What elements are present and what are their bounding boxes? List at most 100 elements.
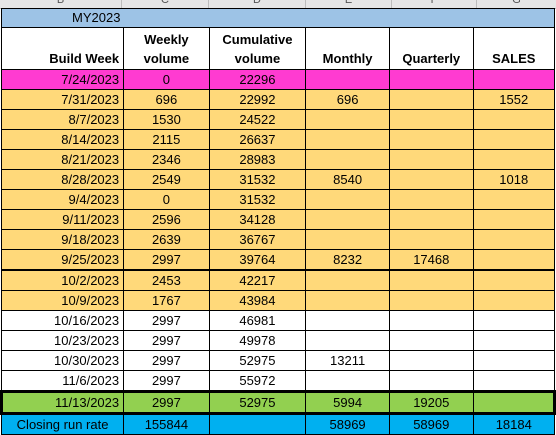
monthly-cell[interactable]: [305, 370, 390, 392]
week-cell[interactable]: 10/30/2023: [0, 350, 125, 371]
cumulative-volume-cell[interactable]: 52975: [208, 350, 307, 371]
closing-monthly-cell[interactable]: 58969: [305, 413, 390, 435]
weekly-volume-cell[interactable]: 2997: [123, 370, 210, 392]
monthly-cell[interactable]: 13211: [305, 350, 390, 371]
sales-cell[interactable]: [472, 330, 556, 351]
monthly-cell[interactable]: 8540: [305, 169, 390, 190]
column-header-f[interactable]: F: [392, 0, 477, 8]
header-cumulative-volume[interactable]: Cumulative volume: [208, 27, 307, 70]
sales-cell[interactable]: [472, 189, 556, 210]
monthly-cell[interactable]: [305, 149, 390, 170]
quarterly-cell[interactable]: [389, 189, 474, 210]
cumulative-volume-cell[interactable]: 28983: [208, 149, 307, 170]
monthly-cell[interactable]: [305, 310, 390, 331]
quarterly-cell[interactable]: 19205: [389, 390, 474, 415]
monthly-cell[interactable]: [305, 189, 390, 210]
week-cell[interactable]: 11/6/2023: [0, 370, 125, 392]
header-quarterly[interactable]: Quarterly: [389, 27, 474, 70]
closing-quarterly-cell[interactable]: 58969: [389, 413, 474, 435]
weekly-volume-cell[interactable]: 2997: [123, 249, 210, 271]
quarterly-cell[interactable]: 17468: [389, 249, 474, 271]
quarterly-cell[interactable]: [389, 89, 474, 110]
sales-cell[interactable]: [472, 370, 556, 392]
week-cell[interactable]: 9/18/2023: [0, 229, 125, 250]
quarterly-cell[interactable]: [389, 129, 474, 150]
cumulative-volume-cell[interactable]: 42217: [208, 269, 307, 291]
sales-cell[interactable]: [472, 269, 556, 291]
cumulative-volume-cell[interactable]: 22296: [208, 69, 307, 90]
column-header-c[interactable]: C: [122, 0, 209, 8]
week-cell[interactable]: 11/13/2023: [0, 390, 125, 415]
weekly-volume-cell[interactable]: 2639: [123, 229, 210, 250]
closing-sales-cell[interactable]: 18184: [472, 413, 556, 435]
quarterly-cell[interactable]: [389, 149, 474, 170]
header-weekly-volume[interactable]: Weekly volume: [123, 27, 210, 70]
monthly-cell[interactable]: 696: [305, 89, 390, 110]
cumulative-volume-cell[interactable]: 43984: [208, 290, 307, 311]
column-header-e[interactable]: E: [306, 0, 392, 8]
weekly-volume-cell[interactable]: 2453: [123, 269, 210, 291]
monthly-cell[interactable]: [305, 290, 390, 311]
quarterly-cell[interactable]: [389, 290, 474, 311]
sales-cell[interactable]: [472, 390, 556, 415]
column-header-g[interactable]: G: [477, 0, 556, 8]
quarterly-cell[interactable]: [389, 109, 474, 130]
sheet-title-cell[interactable]: MY2023: [1, 8, 555, 28]
week-cell[interactable]: 10/16/2023: [0, 310, 125, 331]
cumulative-volume-cell[interactable]: 39764: [208, 249, 307, 271]
sales-cell[interactable]: [472, 149, 556, 170]
monthly-cell[interactable]: 5994: [305, 390, 390, 415]
monthly-cell[interactable]: [305, 330, 390, 351]
quarterly-cell[interactable]: [389, 330, 474, 351]
quarterly-cell[interactable]: [389, 370, 474, 392]
closing-label-cell[interactable]: Closing run rate: [0, 413, 125, 435]
weekly-volume-cell[interactable]: 2997: [123, 330, 210, 351]
sales-cell[interactable]: 1552: [472, 89, 556, 110]
weekly-volume-cell[interactable]: 2997: [123, 310, 210, 331]
sales-cell[interactable]: [472, 109, 556, 130]
week-cell[interactable]: 10/2/2023: [0, 269, 125, 291]
weekly-volume-cell[interactable]: 2549: [123, 169, 210, 190]
weekly-volume-cell[interactable]: 2346: [123, 149, 210, 170]
column-header-d[interactable]: D: [209, 0, 306, 8]
sales-cell[interactable]: [472, 209, 556, 230]
weekly-volume-cell[interactable]: 2997: [123, 390, 210, 415]
weekly-volume-cell[interactable]: 696: [123, 89, 210, 110]
cumulative-volume-cell[interactable]: 36767: [208, 229, 307, 250]
cumulative-volume-cell[interactable]: 31532: [208, 169, 307, 190]
cumulative-volume-cell[interactable]: 52975: [208, 390, 307, 415]
sales-cell[interactable]: [472, 290, 556, 311]
cumulative-volume-cell[interactable]: 24522: [208, 109, 307, 130]
quarterly-cell[interactable]: [389, 229, 474, 250]
header-build-week[interactable]: Build Week: [0, 27, 125, 70]
quarterly-cell[interactable]: [389, 310, 474, 331]
column-header-b[interactable]: B: [0, 0, 122, 8]
weekly-volume-cell[interactable]: 0: [123, 189, 210, 210]
monthly-cell[interactable]: [305, 269, 390, 291]
monthly-cell[interactable]: [305, 69, 390, 90]
week-cell[interactable]: 10/23/2023: [0, 330, 125, 351]
weekly-volume-cell[interactable]: 1767: [123, 290, 210, 311]
header-sales[interactable]: SALES: [472, 27, 556, 70]
cumulative-volume-cell[interactable]: 31532: [208, 189, 307, 210]
monthly-cell[interactable]: [305, 209, 390, 230]
sales-cell[interactable]: 1018: [472, 169, 556, 190]
weekly-volume-cell[interactable]: 0: [123, 69, 210, 90]
sales-cell[interactable]: [472, 350, 556, 371]
week-cell[interactable]: 8/14/2023: [0, 129, 125, 150]
weekly-volume-cell[interactable]: 1530: [123, 109, 210, 130]
closing-cumulative-cell[interactable]: [208, 413, 307, 435]
sales-cell[interactable]: [472, 69, 556, 90]
week-cell[interactable]: 7/24/2023: [0, 69, 125, 90]
closing-weekly-cell[interactable]: 155844: [123, 413, 210, 435]
sales-cell[interactable]: [472, 249, 556, 271]
cumulative-volume-cell[interactable]: 55972: [208, 370, 307, 392]
week-cell[interactable]: 7/31/2023: [0, 89, 125, 110]
quarterly-cell[interactable]: [389, 269, 474, 291]
sales-cell[interactable]: [472, 310, 556, 331]
quarterly-cell[interactable]: [389, 209, 474, 230]
week-cell[interactable]: 10/9/2023: [0, 290, 125, 311]
sales-cell[interactable]: [472, 229, 556, 250]
monthly-cell[interactable]: [305, 129, 390, 150]
week-cell[interactable]: 9/11/2023: [0, 209, 125, 230]
